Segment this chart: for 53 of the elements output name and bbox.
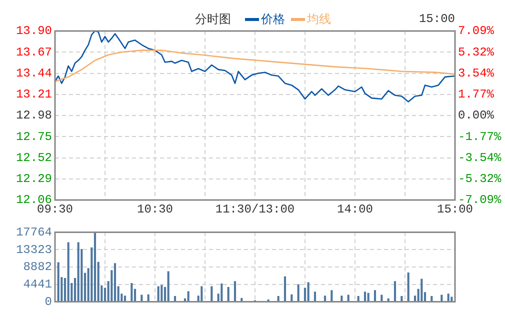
bar (94, 232, 96, 302)
bar (394, 281, 396, 302)
y2-tick-label: 7.09% (458, 24, 495, 38)
y2-tick-label: -5.32% (458, 172, 502, 186)
text: 15:00 (418, 12, 455, 26)
bar (364, 292, 366, 302)
bar (407, 272, 410, 302)
y-tick-label: 13323 (16, 242, 52, 257)
y-tick-label: 13.44 (16, 66, 52, 80)
bar (67, 242, 70, 302)
bar (330, 290, 333, 302)
bar (227, 286, 230, 302)
y2-tick-label: 5.32% (458, 45, 495, 60)
bar (167, 271, 170, 302)
x-tick-label: 11:30/13:00 (215, 202, 295, 216)
x-tick-label: 14:00 (336, 202, 374, 216)
y2-tick-label: -3.54% (458, 150, 502, 165)
y-tick-label: 17764 (16, 225, 52, 240)
y-tick-label: 13.90 (16, 24, 52, 38)
bar (77, 242, 80, 302)
bar (297, 284, 300, 302)
bar (157, 286, 160, 302)
bar (420, 278, 423, 302)
legend-label: 价格 (261, 10, 285, 28)
x-tick-label: 10:30 (136, 202, 174, 216)
bar (220, 283, 223, 302)
bar (160, 285, 163, 302)
y-tick-label: 4441 (23, 278, 52, 292)
y-tick-label: 8882 (23, 260, 52, 274)
y-tick-label: 0 (44, 294, 52, 309)
y-tick-label: 13.67 (16, 45, 52, 60)
bar (374, 290, 376, 302)
bar (447, 294, 450, 302)
y2-tick-label: 3.54% (458, 66, 495, 80)
bar (234, 281, 236, 302)
bar (284, 276, 286, 302)
chart-title: 分时图 (195, 10, 231, 28)
y-tick-label: 12.98 (16, 108, 52, 123)
y-tick-label: 13.21 (16, 88, 52, 102)
legend-label: 均线 (307, 10, 331, 28)
bar (307, 282, 310, 302)
bar (210, 286, 213, 302)
bar (200, 286, 203, 302)
y2-tick-label: -1.77% (458, 130, 502, 144)
y-tick-label: 12.52 (16, 150, 52, 165)
bar (314, 292, 316, 302)
bar (114, 263, 116, 302)
bar (57, 262, 60, 302)
bar (130, 283, 133, 302)
y-tick-label: 12.75 (16, 130, 52, 144)
y-tick-label: 12.29 (16, 172, 52, 186)
y2-tick-label: 1.77% (458, 88, 495, 102)
y2-tick-label: 0.00% (458, 108, 495, 123)
